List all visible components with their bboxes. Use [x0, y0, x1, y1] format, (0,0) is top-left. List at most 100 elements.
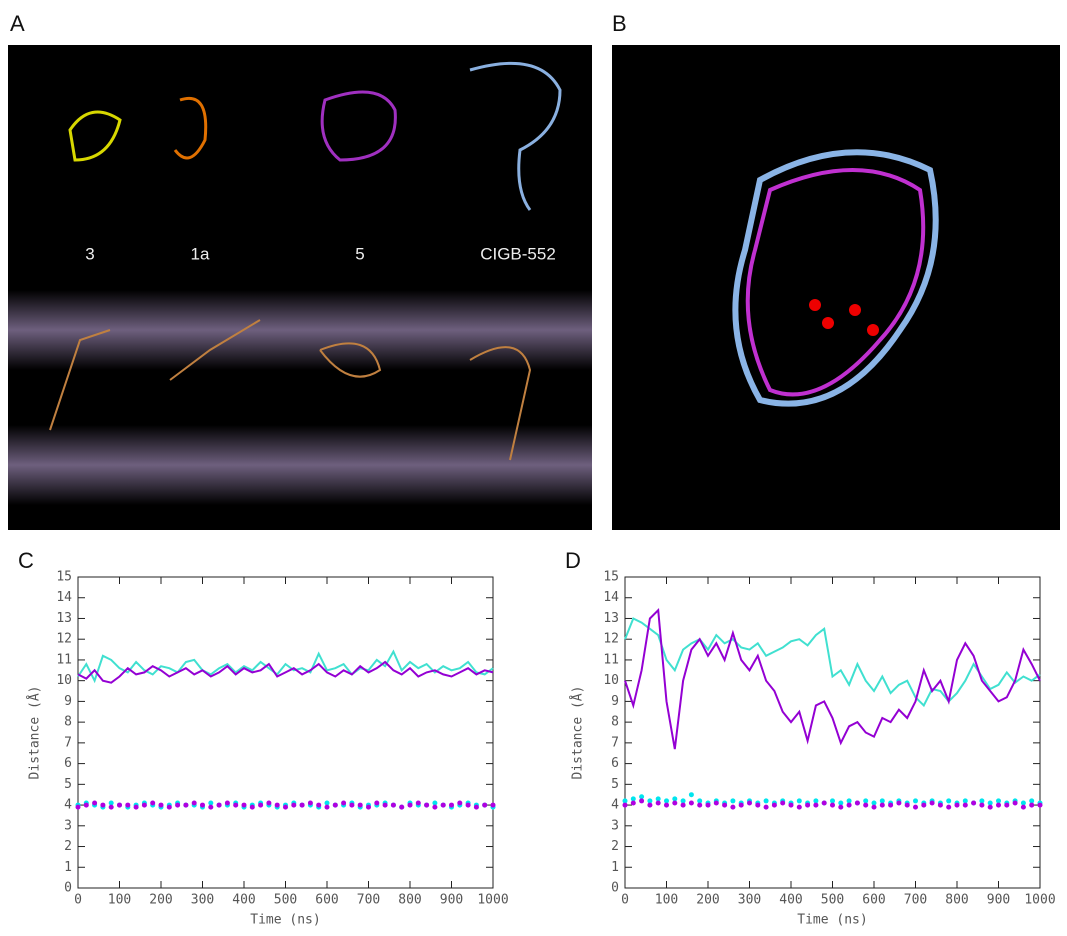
data-dot	[141, 802, 147, 808]
data-dot	[647, 802, 653, 808]
data-dot	[763, 804, 769, 810]
data-dot	[863, 802, 869, 808]
data-dot	[224, 800, 230, 806]
data-dot	[937, 802, 943, 808]
data-dot	[929, 800, 935, 806]
data-dot	[730, 804, 736, 810]
data-dot	[697, 802, 703, 808]
data-dot	[241, 802, 247, 808]
data-dot	[100, 802, 106, 808]
data-dot	[630, 800, 636, 806]
panel-label: C	[18, 548, 34, 573]
data-dot	[158, 802, 164, 808]
x-tick-label: 600	[315, 893, 338, 908]
x-tick-label: 800	[398, 893, 421, 908]
data-dot	[738, 802, 744, 808]
data-dot	[962, 798, 968, 804]
y-axis-label: Distance (Å)	[570, 686, 586, 780]
y-tick-label: 4	[64, 798, 72, 813]
data-dot	[996, 802, 1001, 808]
data-dot	[838, 804, 844, 810]
x-tick-label: 0	[74, 893, 82, 908]
y-tick-label: 5	[611, 777, 619, 792]
data-dot	[415, 800, 421, 806]
data-dot	[440, 802, 446, 808]
data-dot	[639, 798, 645, 804]
data-dot	[1012, 800, 1018, 806]
x-tick-label: 500	[274, 893, 297, 908]
data-dot	[407, 802, 413, 808]
data-dot	[954, 802, 960, 808]
y-tick-label: 8	[64, 715, 72, 730]
data-dot	[630, 796, 636, 802]
y-tick-label: 7	[64, 735, 72, 750]
data-dot	[191, 800, 197, 806]
data-dot	[307, 800, 313, 806]
plot-frame	[624, 576, 1041, 889]
x-tick-label: 700	[357, 893, 380, 908]
data-dot	[108, 800, 114, 806]
data-dot	[332, 802, 338, 808]
data-dot	[688, 800, 694, 806]
data-dot	[664, 798, 669, 804]
atom	[822, 317, 834, 329]
data-dot	[341, 800, 347, 806]
data-dot	[117, 802, 122, 808]
data-dot	[92, 800, 98, 806]
y-tick-label: 6	[64, 756, 72, 771]
data-dot	[324, 804, 330, 810]
data-dot	[233, 802, 239, 808]
y-tick-label: 13	[603, 611, 619, 626]
y-tick-label: 12	[603, 632, 619, 647]
data-dot	[1029, 798, 1035, 804]
y-tick-label: 7	[611, 735, 619, 750]
y-tick-label: 8	[611, 715, 619, 730]
data-dot	[780, 800, 786, 806]
x-axis-label: Time (ns)	[797, 913, 867, 928]
data-dot	[424, 802, 430, 808]
panel-label: B	[612, 11, 627, 36]
data-dot	[283, 804, 288, 810]
data-dot	[813, 798, 819, 804]
data-dot	[996, 798, 1001, 804]
data-dot	[879, 798, 885, 804]
x-tick-label: 800	[945, 893, 968, 908]
data-dot	[788, 802, 794, 808]
peptide-label: 3	[85, 244, 94, 263]
data-dot	[871, 804, 877, 810]
data-dot	[796, 798, 802, 804]
atom	[849, 304, 861, 316]
data-dot	[979, 798, 985, 804]
y-tick-label: 0	[64, 881, 72, 896]
data-dot	[713, 800, 719, 806]
data-dot	[75, 804, 81, 810]
y-tick-label: 11	[56, 652, 72, 667]
y-tick-label: 2	[64, 839, 72, 854]
structure-blue	[732, 149, 939, 407]
data-dot	[622, 802, 628, 808]
data-dot	[971, 800, 977, 806]
data-dot	[946, 798, 952, 804]
data-dot	[249, 804, 255, 810]
data-dot	[962, 802, 968, 808]
y-tick-label: 12	[56, 632, 72, 647]
y-tick-label: 15	[56, 570, 72, 585]
y-tick-label: 5	[64, 777, 72, 792]
data-dot	[672, 800, 678, 806]
panel-label: D	[565, 548, 581, 573]
data-dot	[175, 802, 181, 808]
data-dot	[324, 800, 330, 806]
data-dot	[771, 802, 777, 808]
x-tick-label: 300	[738, 893, 761, 908]
data-dot	[680, 802, 686, 808]
x-tick-label: 900	[987, 893, 1010, 908]
y-tick-label: 14	[603, 590, 619, 605]
y-tick-label: 3	[611, 818, 619, 833]
data-dot	[730, 798, 736, 804]
data-dot	[349, 802, 355, 808]
data-dot	[473, 804, 479, 810]
y-tick-label: 3	[64, 818, 72, 833]
peptide-1a	[173, 97, 208, 160]
data-dot	[125, 802, 131, 808]
x-tick-label: 400	[232, 893, 255, 908]
